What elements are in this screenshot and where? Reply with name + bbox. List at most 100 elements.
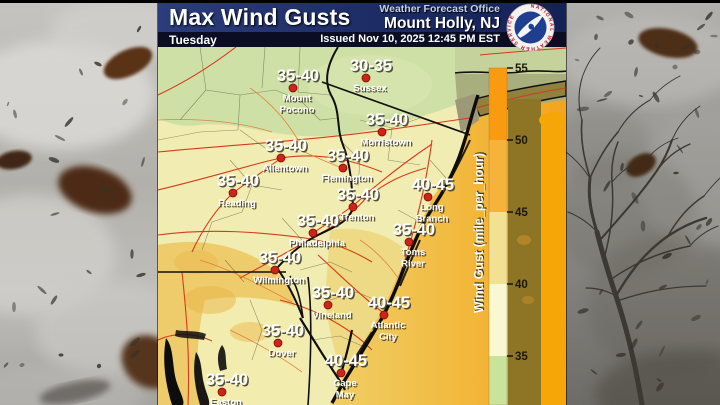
city-dot bbox=[338, 163, 348, 173]
city-name-label-shadow: Cape bbox=[335, 379, 358, 390]
leaf-speck bbox=[696, 224, 702, 230]
city-name-label-shadow: Branch bbox=[417, 215, 450, 226]
leaf-speck bbox=[129, 337, 141, 347]
leaf-speck bbox=[141, 157, 145, 167]
leaf-speck bbox=[48, 157, 60, 163]
leaf-speck bbox=[603, 90, 613, 98]
leaf-speck bbox=[693, 49, 701, 55]
city-name-label-shadow: Flemington bbox=[323, 174, 374, 185]
leaf-speck bbox=[574, 58, 580, 62]
colorbar-frame bbox=[488, 67, 508, 405]
leaf-speck bbox=[54, 135, 66, 141]
leaf-speck bbox=[628, 39, 634, 45]
city-dot bbox=[273, 338, 283, 348]
wind-gust-map: 55 50 45 40 35 Wind Gust (mile_per_hour)Wind … bbox=[158, 47, 566, 405]
gust-value-label-shadow: 35-40 bbox=[367, 112, 409, 130]
gust-value-label: 35-40 bbox=[262, 322, 304, 340]
colorbar-tick-label: 45 bbox=[515, 207, 528, 219]
leaf-speck bbox=[652, 91, 660, 103]
coastline bbox=[289, 94, 480, 404]
gust-value-label: 30-35 bbox=[350, 57, 392, 75]
leaf-speck bbox=[19, 363, 25, 367]
gust-value-label: 40-45 bbox=[368, 294, 410, 312]
city-name-label-shadow: Pocono bbox=[281, 106, 316, 117]
leaf-speck bbox=[638, 94, 644, 98]
offshore-bands bbox=[508, 99, 566, 405]
gust-value-label: 35-40 bbox=[337, 186, 379, 204]
leaf-speck bbox=[136, 25, 142, 33]
leaf-speck bbox=[109, 195, 119, 201]
gust-value-label-shadow: 35-40 bbox=[266, 138, 308, 156]
city-name-label: Cape bbox=[333, 378, 356, 389]
leaf-speck bbox=[658, 284, 668, 290]
city-name-label-shadow: Trenton bbox=[341, 213, 376, 224]
gust-value-label: 35-40 bbox=[206, 371, 248, 389]
colorbar-segment bbox=[489, 68, 507, 140]
leaf-speck bbox=[681, 43, 693, 51]
gust-value-label-shadow: 35-40 bbox=[278, 68, 320, 86]
city-name-label-shadow: City bbox=[380, 333, 399, 344]
city-name-label: Long bbox=[420, 202, 443, 213]
city-dot bbox=[308, 228, 318, 238]
leaf-speck bbox=[640, 220, 646, 232]
city-name-label-shadow: Philadelphia bbox=[290, 239, 347, 250]
city-name-label: Dover bbox=[269, 348, 296, 359]
leaf-speck bbox=[676, 144, 684, 154]
gust-value-label: 40-45 bbox=[325, 352, 367, 370]
leaf-speck bbox=[6, 101, 10, 107]
tree-silhouette bbox=[550, 47, 720, 405]
office-block: Weather Forecast Office Mount Holly, NJ bbox=[379, 4, 500, 31]
leaf-speck bbox=[58, 353, 64, 357]
gust-value-label: 35-40 bbox=[312, 284, 354, 302]
city-name-label-shadow: Easton bbox=[212, 398, 244, 405]
gust-value-label: 35-40 bbox=[277, 67, 319, 85]
leaf-speck bbox=[594, 33, 598, 41]
leaf-speck bbox=[685, 235, 691, 245]
gust-value-label: 35-40 bbox=[393, 221, 435, 239]
city-name-label: Reading bbox=[218, 198, 256, 209]
chesapeake-inlets bbox=[164, 330, 227, 405]
leaf-speck bbox=[94, 61, 102, 67]
leaf-speck bbox=[656, 382, 664, 392]
leaf-speck bbox=[705, 218, 713, 226]
forecast-graphic-panel: Max Wind Gusts Weather Forecast Office M… bbox=[158, 3, 566, 405]
gust-value-label: 35-40 bbox=[366, 111, 408, 129]
leaf-speck bbox=[635, 320, 643, 330]
city-name-label-shadow: Atlantic bbox=[372, 321, 407, 332]
header-title-bar bbox=[158, 3, 566, 32]
city-dot bbox=[379, 310, 389, 320]
leaf-speck bbox=[79, 68, 83, 76]
leaf-speck bbox=[662, 252, 672, 260]
city-dot bbox=[276, 153, 286, 163]
city-name-label-shadow: Toms bbox=[402, 248, 427, 259]
leaf-speck bbox=[705, 11, 713, 21]
leaf-speck bbox=[615, 352, 627, 358]
leaf-speck bbox=[86, 269, 92, 275]
city-name-label: Trenton bbox=[340, 212, 375, 223]
leaf-speck bbox=[705, 279, 709, 285]
gust-value-label-shadow: 35-40 bbox=[218, 173, 260, 191]
valid-day-label: Tuesday bbox=[169, 33, 217, 47]
city-dot bbox=[228, 188, 238, 198]
city-name-label-shadow: Dover bbox=[270, 349, 297, 360]
city-dot bbox=[404, 237, 414, 247]
gust-shading bbox=[158, 47, 470, 405]
city-name-label-shadow: Morristown bbox=[362, 138, 413, 149]
leaf-speck bbox=[64, 117, 74, 127]
colorbar-tick-label: 55 bbox=[515, 63, 528, 75]
city-name-label-shadow: Mount bbox=[284, 94, 313, 105]
gust-value-label-shadow: 40-45 bbox=[413, 177, 455, 195]
page-title: Max Wind Gusts bbox=[169, 4, 351, 30]
leaf-speck bbox=[630, 338, 638, 350]
blowing-leaves-small bbox=[3, 11, 718, 392]
